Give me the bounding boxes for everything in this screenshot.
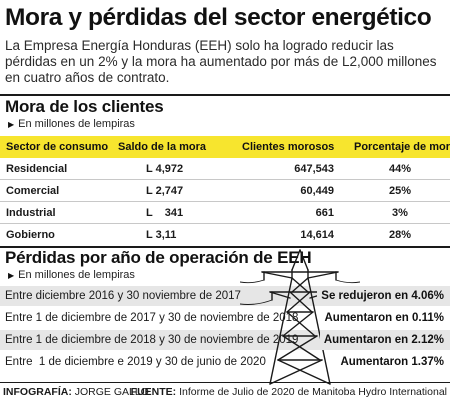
loss-result: Aumentaron en 2.12% (319, 330, 444, 350)
cell-saldo: L 341 (146, 207, 184, 219)
cell-sector: Residencial (6, 163, 68, 175)
page-title: Mora y pérdidas del sector energético (5, 4, 432, 31)
table-row: Gobierno L 3,11 14,614 28% (0, 224, 450, 246)
loss-row: Entre 1 de diciembre de 2017 y 30 de nov… (0, 308, 450, 328)
table-row: Comercial L 2,747 60,449 25% (0, 180, 450, 202)
cell-sector: Industrial (6, 207, 56, 219)
table-row: Residencial L 4,972 647,543 44% (0, 158, 450, 180)
source-label: FUENTE: (130, 386, 177, 398)
credit-value: JORGE GALLO (71, 386, 149, 398)
credit-label: INFOGRAFÍA: (3, 386, 72, 398)
col-header-porcentaje: Porcentaje de mora (354, 141, 450, 153)
cell-clientes: 661 (315, 207, 334, 219)
loss-period: Entre diciembre 2016 y 30 noviembre de 2… (5, 290, 241, 302)
mora-subtitle: ▶ En millones de lempiras (8, 118, 135, 130)
cell-porcentaje: 25% (388, 185, 412, 197)
lede-paragraph: La Empresa Energía Honduras (EEH) solo h… (5, 38, 437, 85)
footer-credit: INFOGRAFÍA: JORGE GALLO (3, 386, 149, 398)
loss-row: Entre 1 de diciembre e 2019 y 30 de juni… (0, 352, 450, 372)
col-header-sector: Sector de consumo (6, 141, 109, 153)
loss-row: Entre 1 de diciembre de 2018 y 30 de nov… (0, 330, 450, 350)
loss-result: Aumentaron en 0.11% (320, 308, 444, 328)
loss-row: Entre diciembre 2016 y 30 noviembre de 2… (0, 286, 450, 306)
footer-source: FUENTE: Informe de Julio de 2020 de Mani… (131, 386, 447, 398)
cell-clientes: 14,614 (300, 229, 334, 241)
perdidas-section-title: Pérdidas por año de operación de EEH (5, 248, 312, 267)
cell-saldo: L 4,972 (146, 163, 184, 175)
triangle-right-icon: ▶ (8, 119, 15, 129)
cell-clientes: 647,543 (294, 163, 334, 175)
cell-clientes: 60,449 (300, 185, 334, 197)
cell-porcentaje: 3% (392, 207, 408, 219)
mora-subtitle-text: En millones de lempiras (18, 118, 135, 130)
loss-period: Entre 1 de diciembre e 2019 y 30 de juni… (5, 356, 266, 368)
cell-porcentaje: 28% (388, 229, 412, 241)
cell-saldo: L 2,747 (146, 185, 184, 197)
section-divider (0, 246, 450, 248)
cell-saldo: L 3,11 (146, 229, 177, 241)
cell-porcentaje: 44% (388, 163, 412, 175)
mora-table-header: Sector de consumo Saldo de la mora Clien… (0, 136, 450, 158)
perdidas-subtitle-text: En millones de lempiras (18, 269, 135, 281)
section-divider (0, 94, 450, 96)
loss-period: Entre 1 de diciembre de 2017 y 30 de nov… (5, 312, 299, 324)
loss-period: Entre 1 de diciembre de 2018 y 30 de nov… (5, 334, 299, 346)
triangle-right-icon: ▶ (8, 270, 15, 280)
loss-result: Aumentaron 1.37% (336, 352, 444, 372)
mora-section-title: Mora de los clientes (5, 97, 164, 116)
cell-sector: Gobierno (6, 229, 55, 241)
cell-sector: Comercial (6, 185, 60, 197)
source-value: Informe de Julio de 2020 de Manitoba Hyd… (176, 386, 447, 398)
footer: INFOGRAFÍA: JORGE GALLO FUENTE: Informe … (0, 384, 450, 400)
loss-result: Se redujeron en 4.06% (317, 286, 444, 306)
col-header-saldo: Saldo de la mora (118, 141, 207, 153)
perdidas-subtitle: ▶ En millones de lempiras (8, 269, 135, 281)
col-header-clientes: Clientes morosos (242, 141, 335, 153)
table-row: Industrial L 341 661 3% (0, 202, 450, 224)
footer-divider (0, 382, 450, 383)
